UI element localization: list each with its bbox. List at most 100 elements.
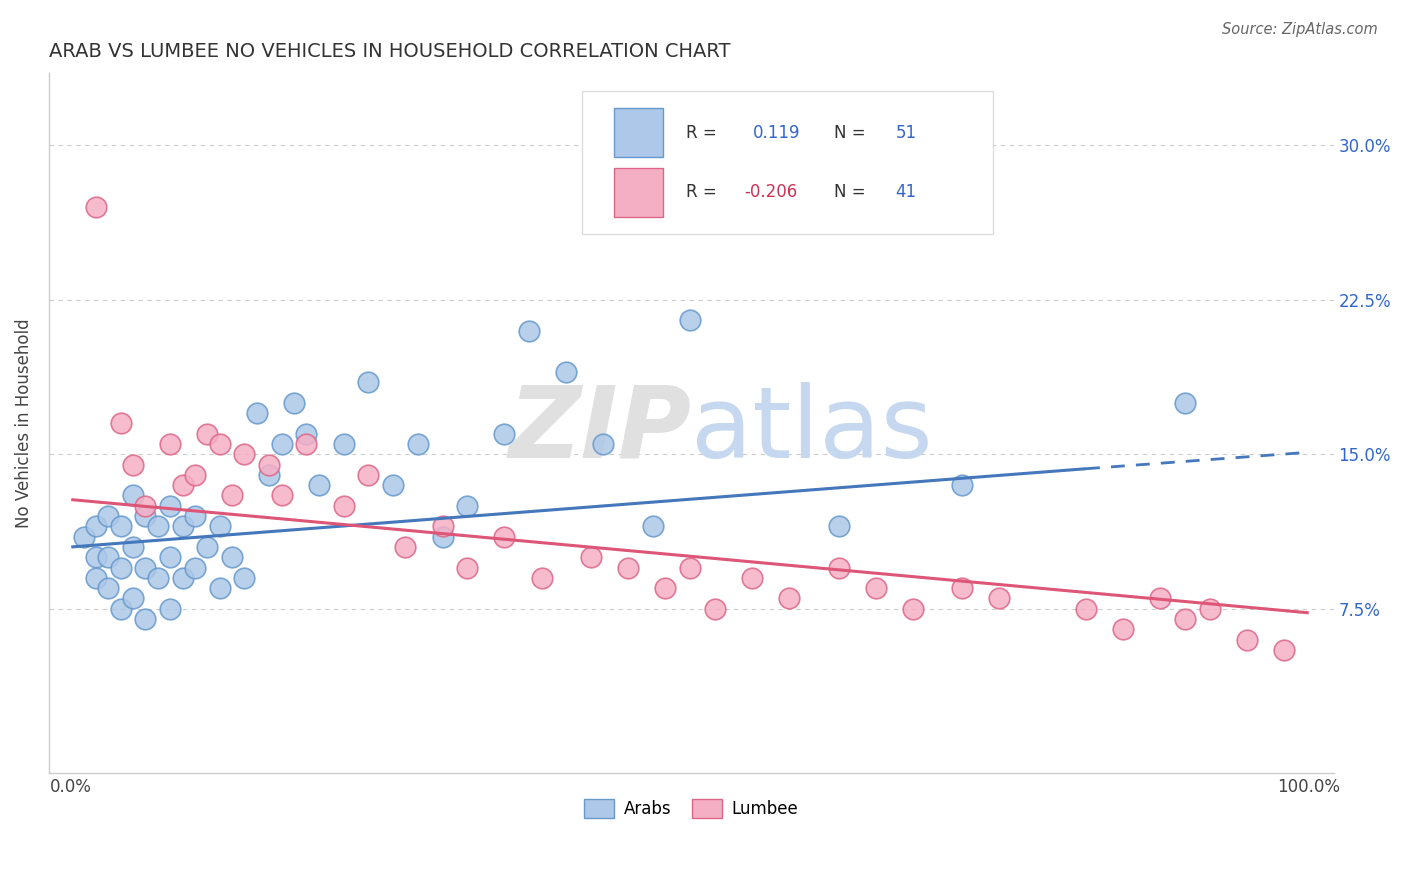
Point [283, 396, 305, 410]
Text: 51: 51 [896, 124, 917, 142]
Point [332, 499, 354, 513]
Point [456, 499, 478, 513]
Point [703, 601, 725, 615]
Point [221, 550, 243, 565]
Point [1198, 601, 1220, 615]
Point [122, 488, 145, 502]
Point [122, 458, 145, 472]
Point [555, 365, 578, 379]
Legend: Arabs, Lumbee: Arabs, Lumbee [578, 792, 806, 824]
Point [122, 540, 145, 554]
Point [1272, 643, 1295, 657]
Point [357, 467, 380, 482]
Text: N =: N = [834, 124, 866, 142]
Text: 0.119: 0.119 [752, 124, 800, 142]
Text: N =: N = [834, 184, 866, 202]
Point [988, 591, 1011, 606]
Point [406, 437, 429, 451]
Point [679, 560, 702, 574]
Point [308, 478, 330, 492]
Point [950, 478, 973, 492]
Point [259, 458, 281, 472]
Point [195, 540, 218, 554]
Point [617, 560, 640, 574]
Point [357, 376, 380, 390]
Text: -0.206: -0.206 [744, 184, 797, 202]
Point [110, 417, 132, 431]
Point [184, 509, 207, 524]
Point [432, 519, 454, 533]
Point [865, 581, 887, 595]
Point [208, 437, 231, 451]
Point [1174, 396, 1197, 410]
Bar [614, 168, 664, 217]
Point [654, 581, 676, 595]
Point [84, 200, 107, 214]
Point [517, 324, 540, 338]
Point [172, 478, 194, 492]
Point [679, 313, 702, 327]
Point [134, 499, 156, 513]
Point [110, 519, 132, 533]
Point [901, 601, 924, 615]
Text: atlas: atlas [692, 382, 932, 479]
Point [84, 550, 107, 565]
Point [778, 591, 800, 606]
Point [172, 571, 194, 585]
Point [827, 519, 849, 533]
Point [110, 560, 132, 574]
Point [641, 519, 664, 533]
Point [146, 571, 169, 585]
Point [221, 488, 243, 502]
Point [134, 509, 156, 524]
Point [1074, 601, 1097, 615]
Point [233, 447, 256, 461]
Point [146, 519, 169, 533]
Point [827, 560, 849, 574]
Point [84, 519, 107, 533]
Bar [614, 109, 664, 157]
Point [184, 467, 207, 482]
Point [295, 426, 318, 441]
Point [1149, 591, 1171, 606]
Text: R =: R = [686, 184, 717, 202]
Point [1112, 623, 1135, 637]
Point [741, 571, 763, 585]
Point [394, 540, 416, 554]
Point [592, 437, 614, 451]
Point [270, 488, 292, 502]
Point [122, 591, 145, 606]
Point [1174, 612, 1197, 626]
Text: 41: 41 [896, 184, 917, 202]
Point [456, 560, 478, 574]
Point [134, 560, 156, 574]
Point [579, 550, 602, 565]
Text: ARAB VS LUMBEE NO VEHICLES IN HOUSEHOLD CORRELATION CHART: ARAB VS LUMBEE NO VEHICLES IN HOUSEHOLD … [49, 42, 731, 61]
Point [208, 519, 231, 533]
Point [246, 406, 269, 420]
Point [494, 426, 516, 441]
Point [208, 581, 231, 595]
Point [134, 612, 156, 626]
Text: ZIP: ZIP [508, 382, 692, 479]
Point [270, 437, 292, 451]
Point [950, 581, 973, 595]
FancyBboxPatch shape [582, 91, 993, 235]
Point [159, 550, 181, 565]
Point [97, 509, 120, 524]
Point [295, 437, 318, 451]
Point [382, 478, 405, 492]
Point [195, 426, 218, 441]
Point [172, 519, 194, 533]
Point [97, 581, 120, 595]
Text: R =: R = [686, 124, 717, 142]
Point [84, 571, 107, 585]
Point [432, 530, 454, 544]
Point [159, 601, 181, 615]
Point [530, 571, 553, 585]
Point [72, 530, 94, 544]
Point [259, 467, 281, 482]
Point [97, 550, 120, 565]
Point [494, 530, 516, 544]
Point [110, 601, 132, 615]
